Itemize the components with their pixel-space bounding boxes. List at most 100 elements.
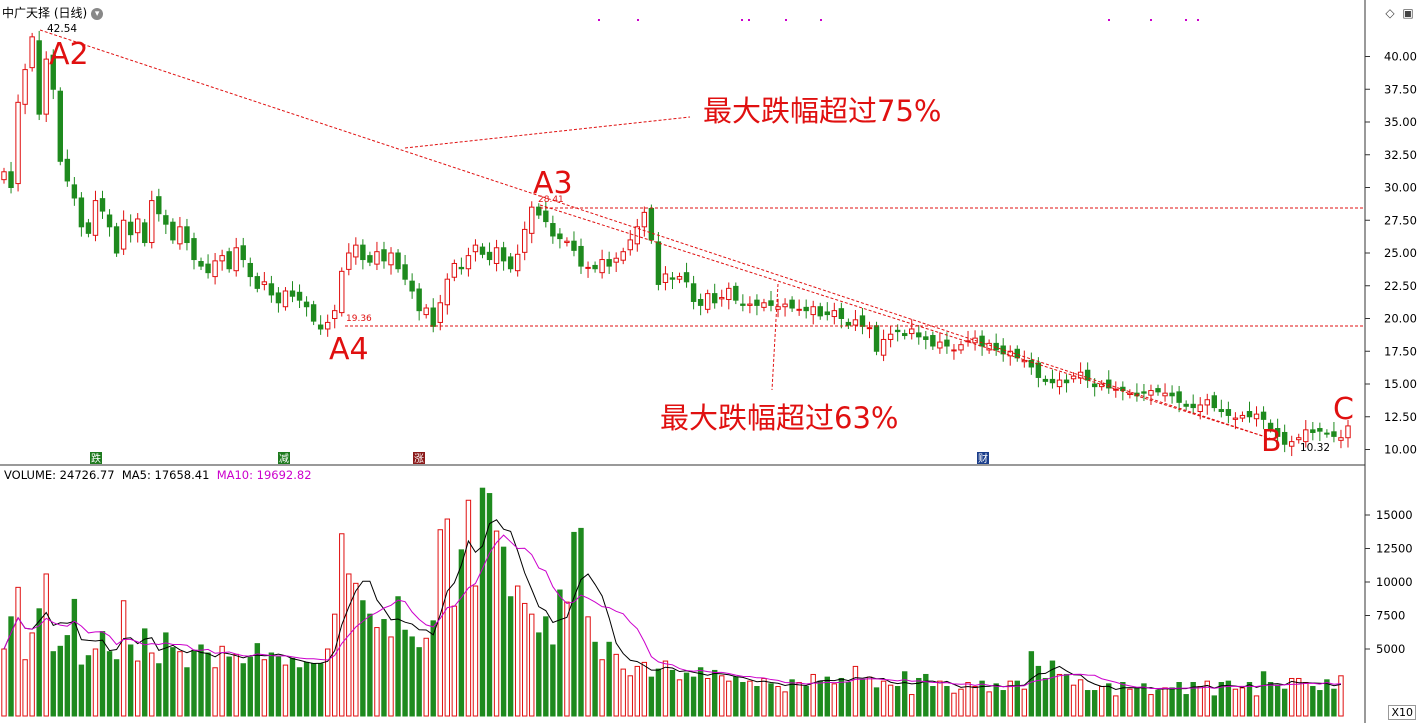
candle-body [1007,350,1013,357]
volume-bar [514,585,521,717]
candle-body [880,338,887,356]
candle-body [803,306,809,312]
volume-bar [704,677,711,717]
candle-body [191,238,197,261]
candle-body [852,319,859,326]
volume-bar [845,682,852,717]
candle-body [1155,388,1161,393]
volume-bar [1028,651,1035,717]
volume-bar [1014,680,1020,717]
chevron-down-icon[interactable]: ▾ [91,7,104,20]
candle-body [43,58,49,115]
volume-bar [1091,690,1098,717]
candle-body [212,260,218,278]
candle-body [1232,417,1239,420]
volume-bar [1204,680,1210,717]
volume-bar [676,679,683,717]
volume-bar [782,691,788,717]
volume-bar [866,676,873,717]
volume-bar [360,600,366,717]
event-dot [1197,19,1199,21]
candle-body [78,197,85,228]
candle-body [719,297,725,300]
candle-body [233,247,239,272]
volume-bar [859,679,866,717]
volume-bar [430,620,436,717]
volume-bar [824,676,830,717]
volume-bar [1176,682,1182,717]
candle-body [1211,395,1218,409]
candle-body [662,273,669,283]
label-a2: A2 [49,37,89,72]
volume-bar [669,669,676,717]
price-tick-label: 35.00 [1384,115,1417,129]
volume-bar [1253,695,1260,717]
candle-body [1197,404,1203,413]
volume-bar [683,672,690,717]
volume-tick-label: 7500 [1376,609,1405,623]
x10-button[interactable]: X10 [1388,705,1416,720]
volume-bar [184,667,190,717]
candle-body [451,262,458,278]
candle-body [1028,359,1035,368]
candle-body [1035,362,1042,378]
volume-bar [747,680,753,717]
volume-bar [268,652,275,717]
volume-bar [564,601,570,717]
candle-body [690,283,697,302]
candle-body [339,270,345,314]
candle-body [1296,437,1302,441]
candle-body [493,247,500,264]
volume-bar [402,629,408,717]
volume-bar [332,613,338,717]
candle-body [733,285,739,301]
volume-bar [472,585,479,717]
candle-body [613,257,619,263]
volume-bar [930,686,936,717]
candle-body [887,333,894,340]
volume-bar [1190,682,1196,717]
volume-bar [71,598,78,717]
volume-bar [170,647,176,717]
candle-body [507,256,514,270]
volume-bar [543,616,549,717]
volume-bar [641,661,648,717]
volume-bar [507,596,514,717]
candle-body [205,263,211,274]
candle-body [1070,375,1077,380]
candle-body [360,244,366,261]
volume-bar [219,645,225,717]
volume-bar [22,659,28,717]
volume-bar [592,641,598,717]
candle-body [1056,379,1063,388]
price-tick-label: 25.00 [1384,246,1417,260]
volume-value: VOLUME: 24726.77 [4,468,115,482]
candle-body [859,315,866,327]
maximize-icon[interactable]: ▣ [1402,6,1414,20]
volume-bar [240,663,246,717]
ma10-line [3,534,1342,690]
candle-body [156,196,162,215]
volume-bar [789,679,795,717]
volume-bar [458,549,465,717]
candle-body [697,299,704,306]
volume-bar [1007,680,1013,717]
volume-bar [444,518,451,717]
volume-bar [29,632,35,717]
candle-body [184,226,190,244]
volume-bar [536,632,542,717]
volume-bar [15,586,21,717]
candle-body [1,171,7,181]
candle-body [1324,432,1330,435]
volume-bar [1035,665,1042,717]
volume-bar [1084,690,1091,717]
candle-body [641,211,648,228]
volume-bar [1155,690,1161,717]
volume-bar [275,656,282,717]
volume-bar [85,655,92,717]
candle-body [29,36,35,69]
event-marker-box [977,452,989,464]
candle-body [1148,390,1154,396]
volume-bar [1162,687,1168,717]
diamond-icon[interactable]: ◇ [1385,6,1395,20]
